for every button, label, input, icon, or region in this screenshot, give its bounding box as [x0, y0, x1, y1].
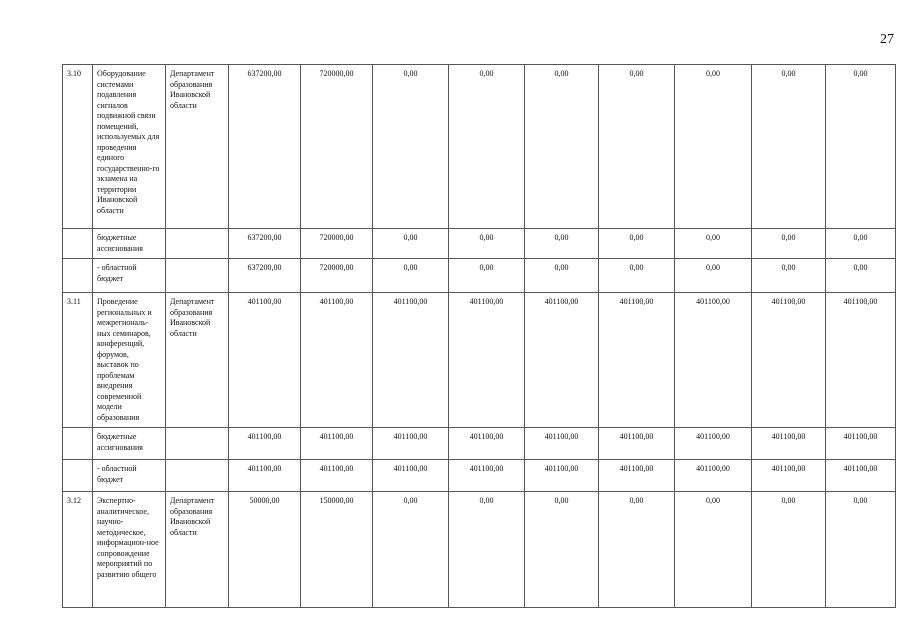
row-number: 3.11 — [62, 292, 93, 428]
amount-cell: 401100,00 — [524, 292, 599, 428]
activity-name: Экспертно-аналитическое, научно-методиче… — [92, 491, 166, 608]
activity-name: бюджетные ассигнования — [92, 228, 166, 259]
amount-cell: 720000,00 — [300, 258, 373, 293]
activity-name: Проведение региональных и межрегиональ-н… — [92, 292, 166, 428]
table-row: бюджетные ассигнования 401100,00 401100,00… — [62, 427, 896, 460]
row-number: 3.10 — [62, 64, 93, 229]
executor — [165, 427, 229, 460]
amount-cell: 0,00 — [448, 228, 525, 259]
amount-cell: 401100,00 — [448, 459, 525, 492]
amount-cell: 0,00 — [825, 491, 896, 608]
amount-cell: 0,00 — [674, 258, 752, 293]
amount-cell: 0,00 — [751, 64, 826, 229]
amount-cell: 0,00 — [825, 228, 896, 259]
amount-cell: 401100,00 — [300, 427, 373, 460]
amount-cell: 0,00 — [751, 228, 826, 259]
amount-cell: 401100,00 — [228, 427, 301, 460]
amount-cell: 0,00 — [751, 491, 826, 608]
amount-cell: 401100,00 — [524, 459, 599, 492]
amount-cell: 0,00 — [524, 258, 599, 293]
amount-cell: 401100,00 — [598, 459, 675, 492]
amount-cell: 0,00 — [674, 491, 752, 608]
amount-cell: 0,00 — [448, 64, 525, 229]
table-row: 3.11 Проведение региональных и межрегиона… — [62, 292, 896, 428]
table-row: бюджетные ассигнования 637200,00 720000,00… — [62, 228, 896, 259]
amount-cell: 401100,00 — [372, 427, 449, 460]
activity-name: Оборудование системами подавления сигнал… — [92, 64, 166, 229]
amount-cell: 637200,00 — [228, 258, 301, 293]
executor — [165, 258, 229, 293]
table-row: 3.10 Оборудование системами подавления си… — [62, 64, 896, 229]
amount-cell: 0,00 — [674, 64, 752, 229]
amount-cell: 720000,00 — [300, 64, 373, 229]
amount-cell: 0,00 — [598, 491, 675, 608]
amount-cell: 637200,00 — [228, 64, 301, 229]
activity-name: - областной бюджет — [92, 258, 166, 293]
amount-cell: 0,00 — [598, 228, 675, 259]
page-number: 27 — [880, 32, 894, 47]
amount-cell: 0,00 — [524, 228, 599, 259]
amount-cell: 401100,00 — [598, 427, 675, 460]
executor: Департамент образования Ивановской облас… — [165, 491, 229, 608]
amount-cell: 0,00 — [524, 64, 599, 229]
row-number: 3.12 — [62, 491, 93, 608]
amount-cell: 401100,00 — [825, 427, 896, 460]
amount-cell: 0,00 — [825, 258, 896, 293]
amount-cell: 401100,00 — [825, 459, 896, 492]
table-row: 3.12 Экспертно-аналитическое, научно-мето… — [62, 491, 896, 608]
amount-cell: 0,00 — [448, 491, 525, 608]
amount-cell: 401100,00 — [448, 292, 525, 428]
amount-cell: 401100,00 — [674, 459, 752, 492]
amount-cell: 401100,00 — [228, 459, 301, 492]
amount-cell: 0,00 — [825, 64, 896, 229]
amount-cell: 0,00 — [372, 258, 449, 293]
amount-cell: 0,00 — [751, 258, 826, 293]
amount-cell: 401100,00 — [674, 427, 752, 460]
executor — [165, 228, 229, 259]
executor: Департамент образования Ивановской облас… — [165, 292, 229, 428]
amount-cell: 401100,00 — [300, 459, 373, 492]
row-number — [62, 459, 93, 492]
amount-cell: 401100,00 — [674, 292, 752, 428]
amount-cell: 401100,00 — [524, 427, 599, 460]
amount-cell: 0,00 — [448, 258, 525, 293]
amount-cell: 637200,00 — [228, 228, 301, 259]
budget-table: 3.10 Оборудование системами подавления си… — [62, 64, 896, 608]
executor — [165, 459, 229, 492]
amount-cell: 0,00 — [674, 228, 752, 259]
amount-cell: 720000,00 — [300, 228, 373, 259]
amount-cell: 401100,00 — [598, 292, 675, 428]
amount-cell: 50000,00 — [228, 491, 301, 608]
amount-cell: 0,00 — [372, 64, 449, 229]
amount-cell: 401100,00 — [228, 292, 301, 428]
table-row: - областной бюджет 401100,00 401100,00 4011… — [62, 459, 896, 492]
amount-cell: 401100,00 — [825, 292, 896, 428]
executor: Департамент образования Ивановской облас… — [165, 64, 229, 229]
row-number — [62, 258, 93, 293]
amount-cell: 401100,00 — [751, 427, 826, 460]
amount-cell: 401100,00 — [751, 292, 826, 428]
amount-cell: 401100,00 — [372, 459, 449, 492]
activity-name: бюджетные ассигнования — [92, 427, 166, 460]
amount-cell: 0,00 — [372, 228, 449, 259]
amount-cell: 401100,00 — [300, 292, 373, 428]
amount-cell: 401100,00 — [372, 292, 449, 428]
amount-cell: 0,00 — [598, 258, 675, 293]
amount-cell: 0,00 — [372, 491, 449, 608]
amount-cell: 401100,00 — [448, 427, 525, 460]
table-row: - областной бюджет 637200,00 720000,00 0,00… — [62, 258, 896, 293]
row-number — [62, 228, 93, 259]
amount-cell: 150000,00 — [300, 491, 373, 608]
amount-cell: 401100,00 — [751, 459, 826, 492]
activity-name: - областной бюджет — [92, 459, 166, 492]
amount-cell: 0,00 — [598, 64, 675, 229]
amount-cell: 0,00 — [524, 491, 599, 608]
row-number — [62, 427, 93, 460]
